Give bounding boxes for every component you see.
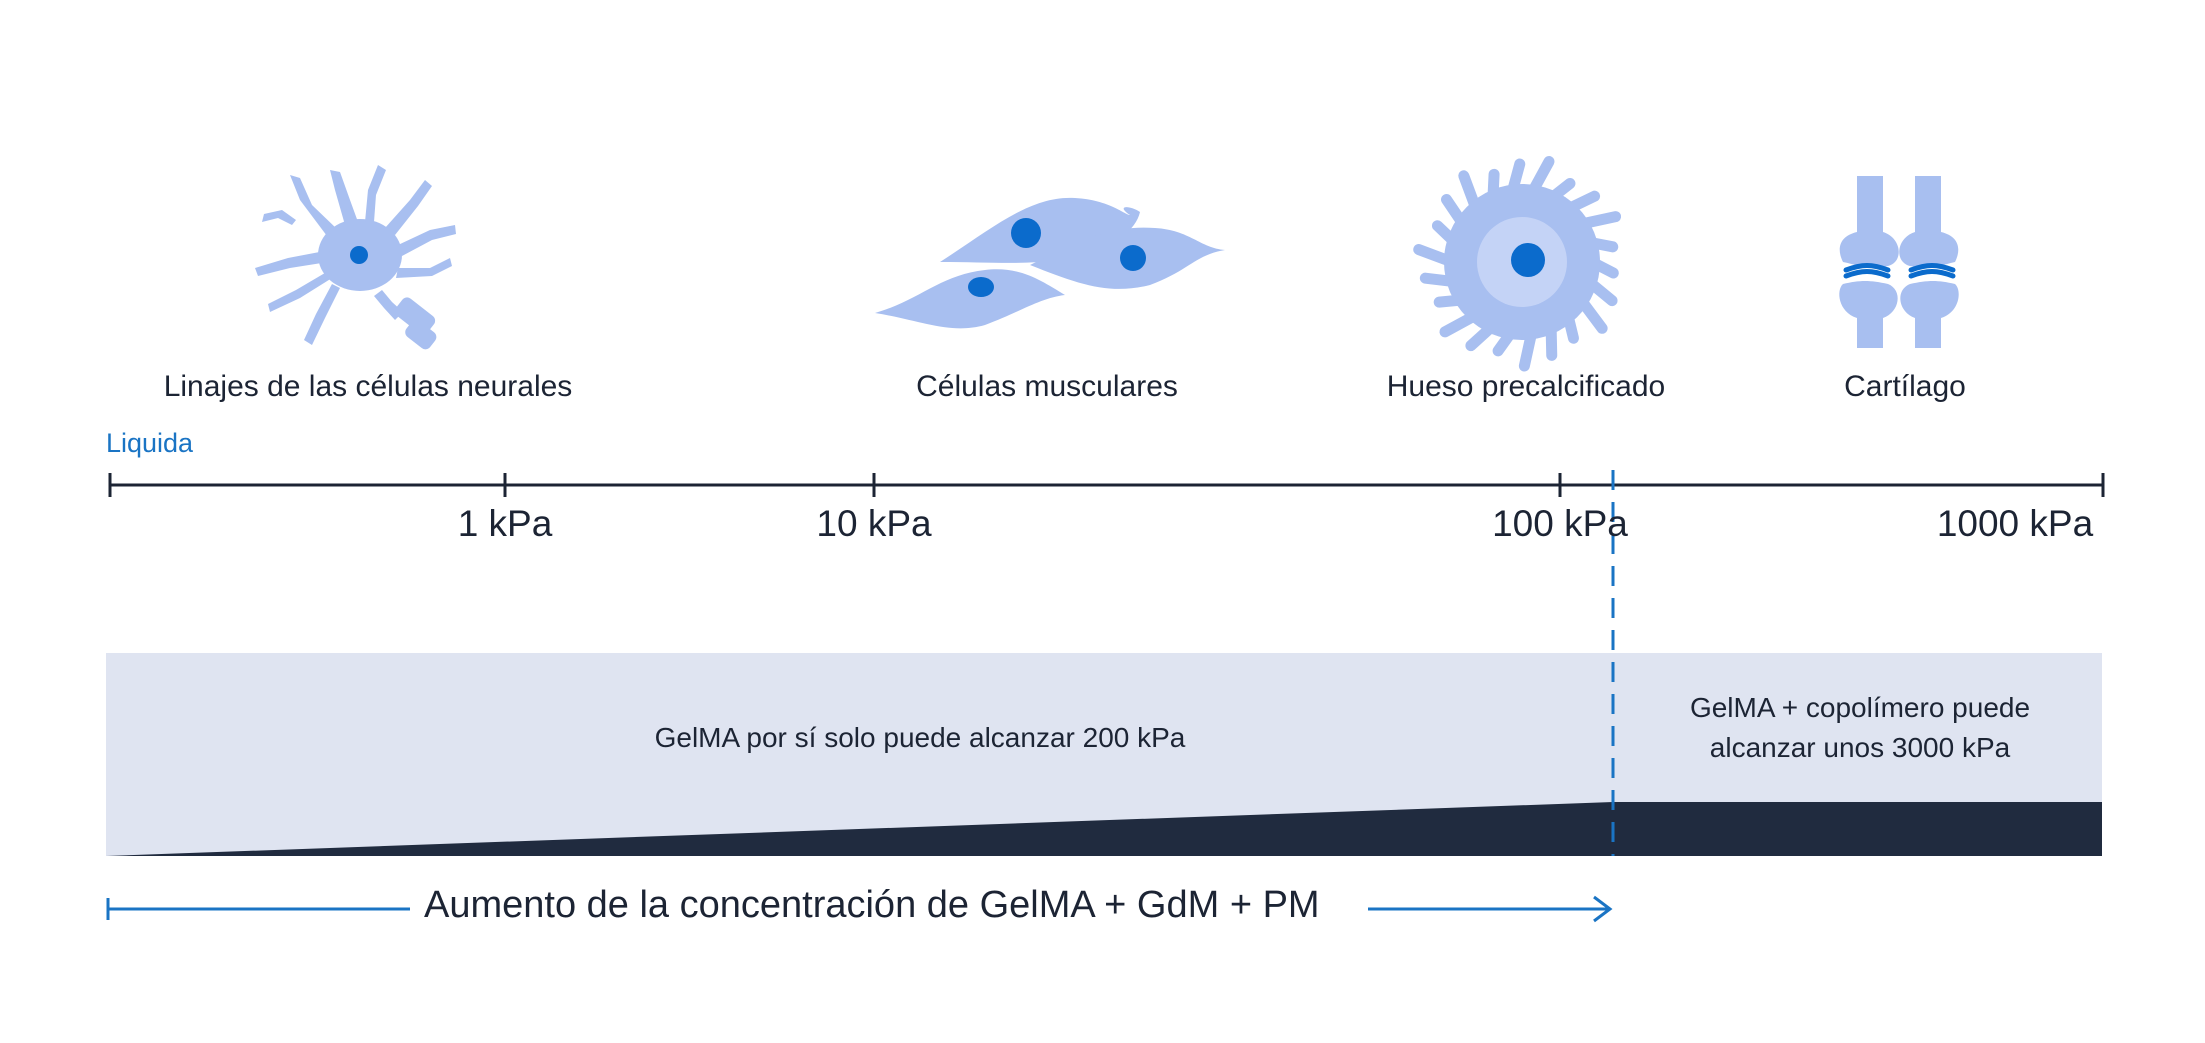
concentration-arrow-label: Aumento de la concentración de GelMA + G…: [424, 884, 1320, 926]
cartilage-joint-icon: [1839, 176, 1959, 348]
bone-cell-icon: [1413, 156, 1622, 372]
cell-label-bone: Hueso precalcificado: [1386, 370, 1666, 403]
tick-label-10kpa: 10 kPa: [816, 503, 932, 544]
concentration-wedge: [106, 802, 2102, 856]
band-left-text: GelMA por sí solo puede alcanzar 200 kPa: [654, 722, 1186, 753]
band-right-text-line1: GelMA + copolímero puede: [1689, 692, 2031, 723]
axis-ticks: [108, 473, 2105, 497]
cartilage-discs: [1843, 263, 1956, 279]
cell-label-muscle: Células musculares: [916, 370, 1178, 403]
neuron-icon: [255, 165, 456, 350]
axis-start-label: Liquida: [106, 428, 194, 458]
band-right-text-line2: alcanzar unos 3000 kPa: [1709, 732, 2011, 763]
neuron-nucleus: [350, 246, 368, 264]
tick-label-1000kpa: 1000 kPa: [1936, 503, 2094, 544]
band-right-text: GelMA + copolímero puede alcanzar unos 3…: [1640, 688, 2080, 768]
tick-label-100kpa: 100 kPa: [1492, 503, 1628, 544]
muscle-cells-icon: [875, 197, 1225, 329]
tick-label-1kpa: 1 kPa: [457, 503, 553, 544]
concentration-arrow: [106, 895, 1613, 923]
cell-label-neural: Linajes de las células neurales: [163, 370, 573, 403]
cell-label-cartilage: Cartílago: [1844, 370, 1966, 403]
